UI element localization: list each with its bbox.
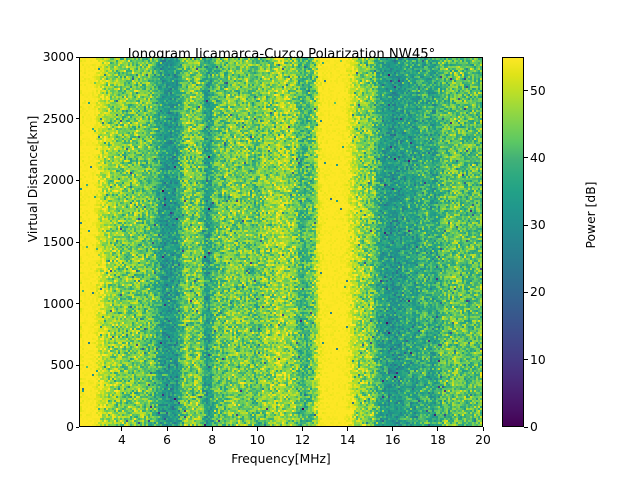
y-tick-mark — [75, 303, 79, 305]
x-tick-label: 4 — [117, 433, 126, 447]
y-tick-mark — [75, 179, 79, 181]
x-tick-label: 8 — [208, 433, 217, 447]
colorbar-label: Power [dB] — [584, 181, 598, 249]
y-tick-mark — [75, 241, 79, 243]
colorbar-gradient — [503, 58, 523, 426]
x-tick-mark — [347, 427, 349, 431]
ionogram-heatmap-canvas — [80, 58, 482, 426]
x-tick-label: 6 — [163, 433, 171, 447]
heatmap-plot-area — [79, 57, 483, 427]
x-tick-label: 20 — [475, 433, 491, 447]
colorbar — [502, 57, 524, 427]
x-tick-mark — [437, 427, 439, 431]
colorbar-tick-label: 30 — [530, 218, 546, 233]
x-tick-mark — [166, 427, 168, 431]
colorbar-tick-mark — [524, 224, 528, 226]
y-tick-label: 3000 — [42, 50, 74, 64]
colorbar-tick-label: 10 — [530, 352, 546, 367]
x-tick-mark — [392, 427, 394, 431]
x-tick-mark — [482, 427, 484, 431]
x-tick-mark — [301, 427, 303, 431]
colorbar-tick-mark — [524, 90, 528, 92]
y-tick-label: 2000 — [42, 173, 74, 188]
x-tick-mark — [121, 427, 123, 431]
x-axis-label: Frequency[MHz] — [231, 452, 331, 466]
x-tick-mark — [256, 427, 258, 431]
colorbar-tick-label: 40 — [530, 150, 546, 165]
x-tick-label: 12 — [294, 433, 311, 447]
y-tick-label: 2500 — [42, 111, 74, 126]
colorbar-tick-mark — [524, 291, 528, 293]
y-tick-mark — [75, 426, 79, 428]
y-tick-mark — [75, 364, 79, 366]
y-axis-label: Virtual Distance[km] — [26, 115, 40, 243]
colorbar-tick-mark — [524, 157, 528, 159]
x-tick-label: 14 — [339, 433, 356, 447]
colorbar-tick-label: 20 — [530, 285, 546, 300]
colorbar-tick-label: 0 — [530, 420, 538, 434]
colorbar-tick-mark — [524, 359, 528, 361]
x-tick-mark — [211, 427, 213, 431]
x-tick-label: 18 — [430, 433, 446, 447]
y-tick-label: 0 — [66, 420, 74, 434]
y-tick-mark — [75, 118, 79, 120]
x-tick-label: 16 — [384, 433, 401, 447]
y-tick-mark — [75, 56, 79, 58]
y-tick-label: 1000 — [42, 296, 74, 311]
y-tick-label: 1500 — [42, 235, 74, 249]
x-tick-label: 10 — [249, 433, 266, 447]
colorbar-tick-mark — [524, 426, 528, 428]
colorbar-tick-label: 50 — [530, 83, 546, 98]
y-tick-label: 500 — [50, 358, 74, 373]
